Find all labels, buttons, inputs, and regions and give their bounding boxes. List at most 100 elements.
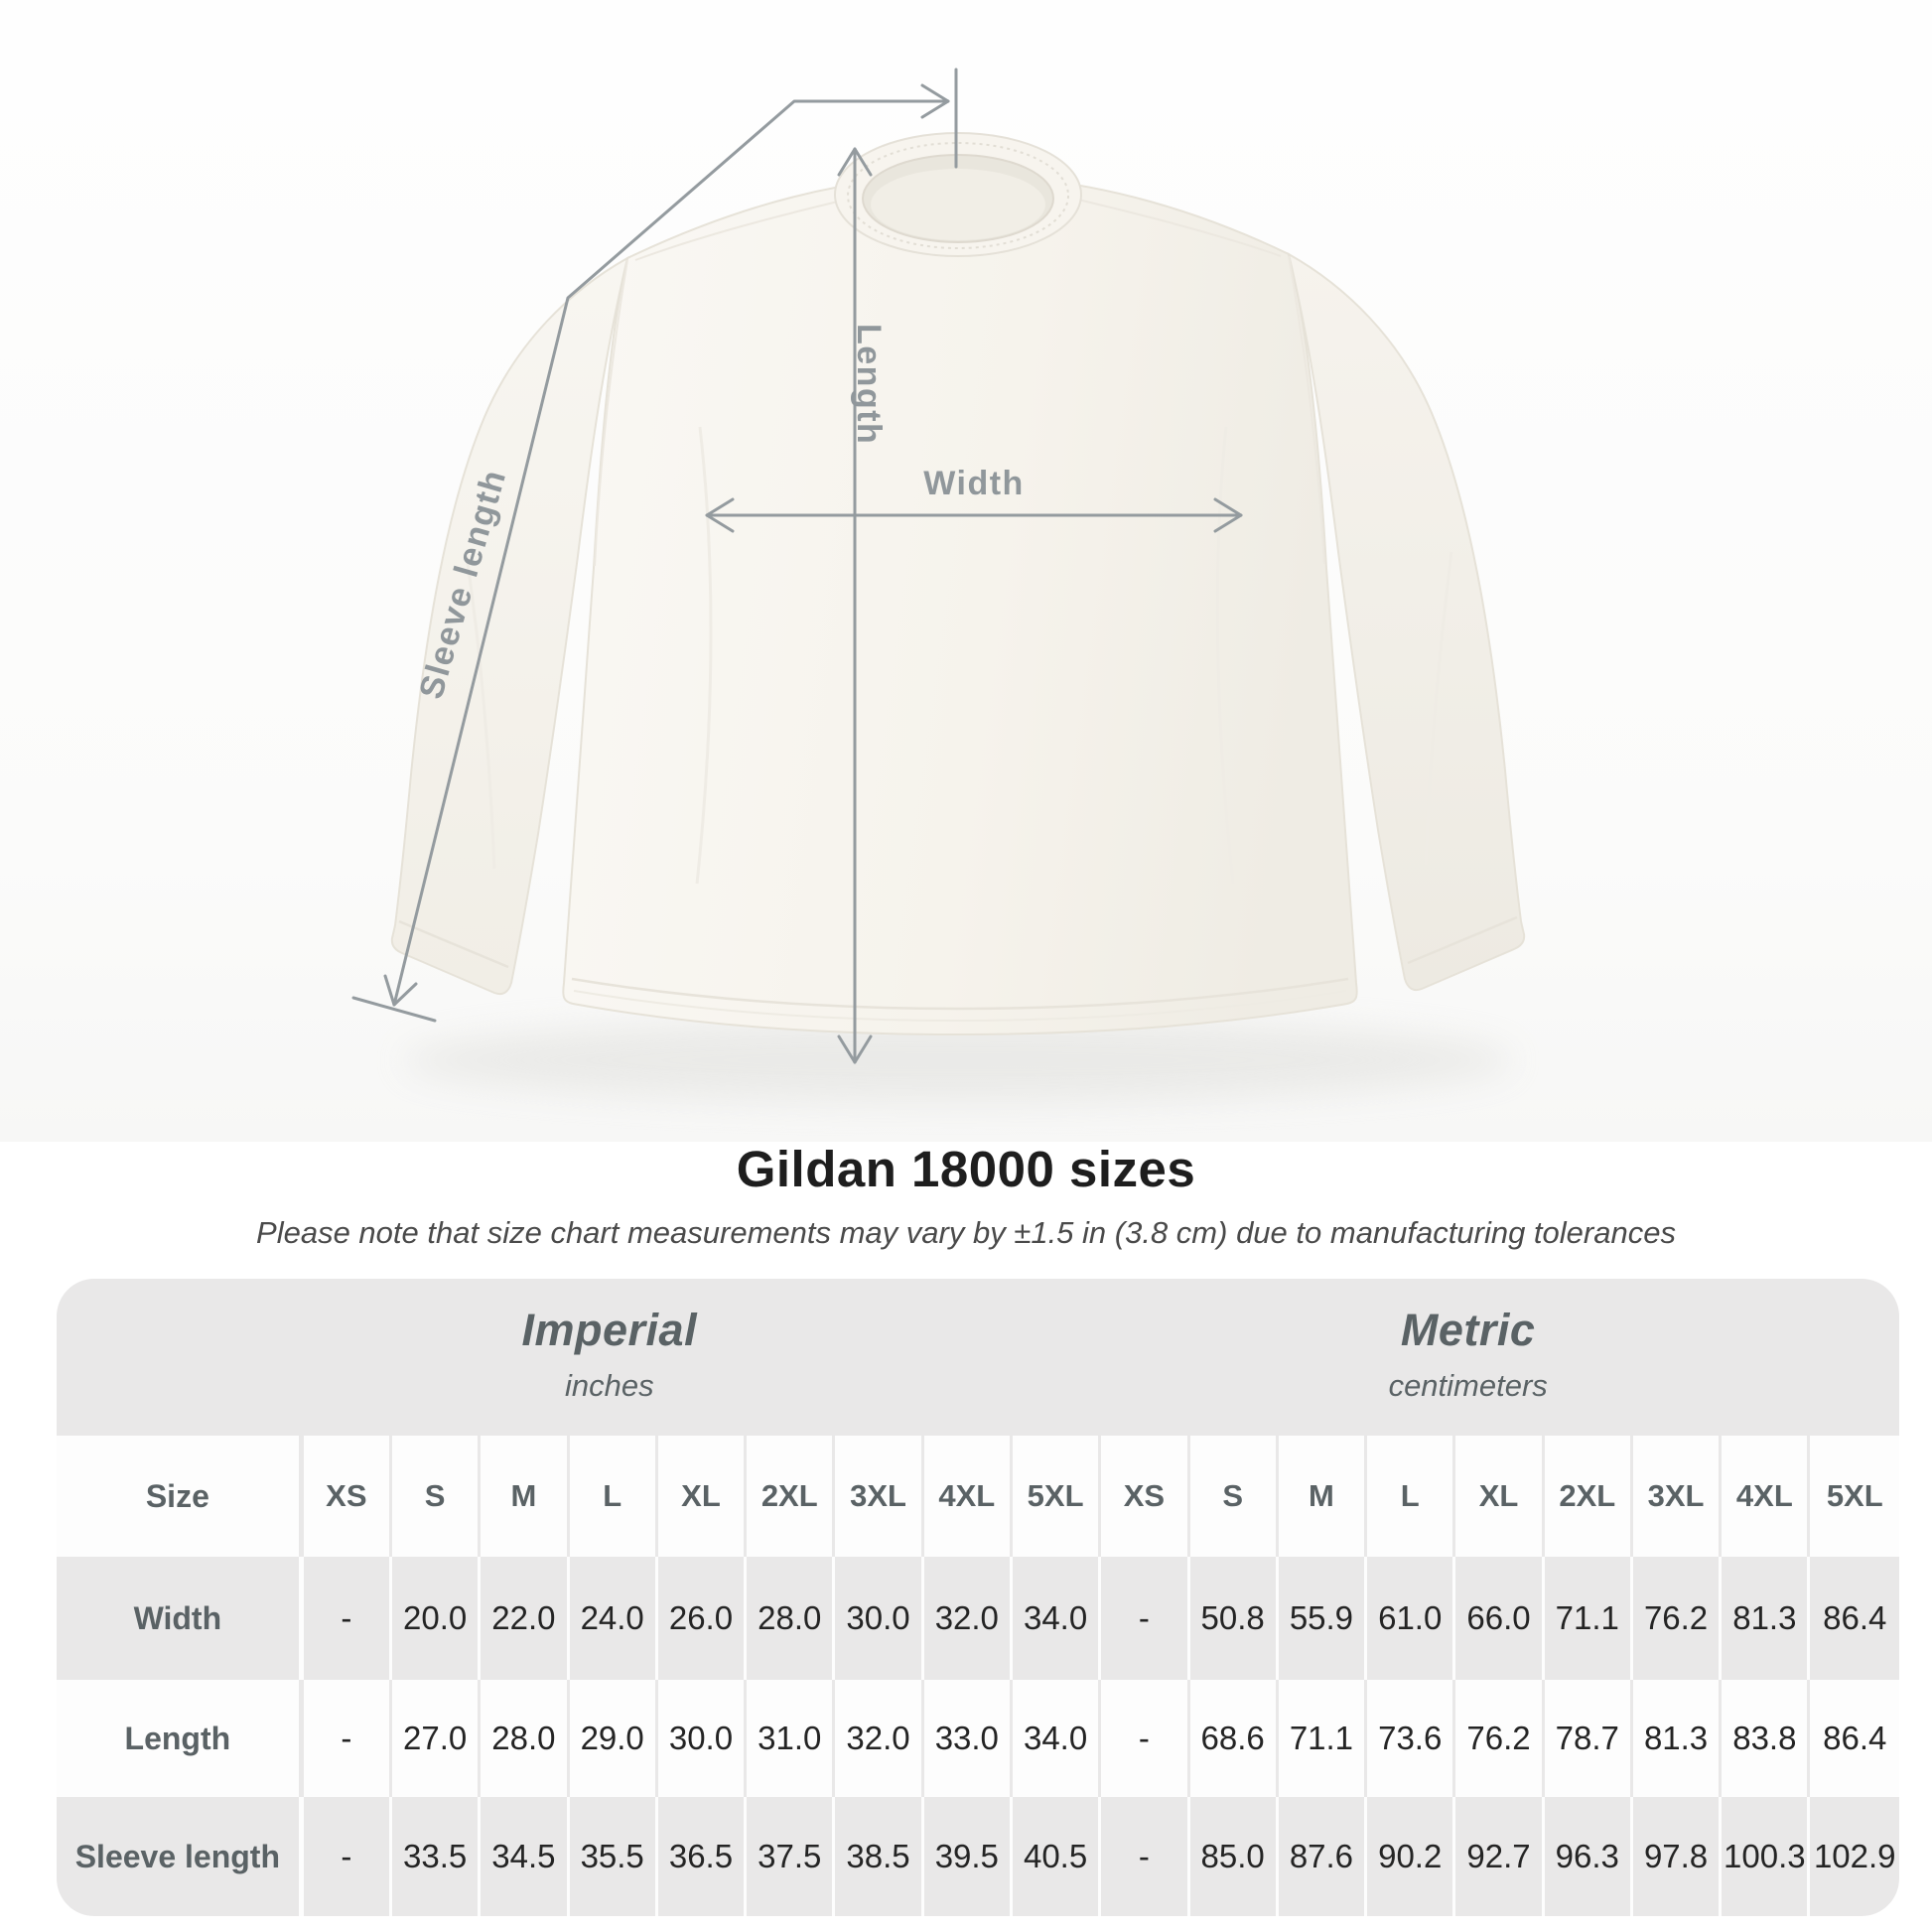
metric-unit: centimeters [1388,1368,1548,1403]
value-cell: 35.5 [569,1797,658,1916]
value-cell: 33.5 [391,1797,482,1916]
value-cell: 61.0 [1367,1557,1456,1680]
size-cell: XL [1455,1436,1545,1557]
value-cell: 71.1 [1544,1557,1633,1680]
row-label: Sleeve length [57,1797,304,1916]
value-cell: 22.0 [481,1557,570,1680]
waistband-seam-2 [573,990,1347,1023]
tolerance-note: Please note that size chart measurements… [256,1215,1676,1250]
size-cell: 2XL [1544,1436,1633,1557]
value-cell: - [303,1557,392,1680]
size-table-panel: Imperial inches Metric centimeters Size … [57,1279,1899,1916]
size-cell: XL [657,1436,748,1557]
size-cell: 5XL [1810,1436,1899,1557]
collar-back-panel [871,169,1045,240]
width-label: Width [923,465,1025,502]
size-cell: 3XL [835,1436,924,1557]
size-table: Size XS S M L XL 2XL 3XL 4XL 5XL XS S M … [57,1436,1899,1916]
value-cell: 34.0 [1012,1557,1102,1680]
value-cell: - [303,1680,392,1797]
value-cell: - [1101,1557,1190,1680]
size-column-header: Size [57,1436,304,1557]
width-row: Width - 20.0 22.0 24.0 26.0 28.0 30.0 32… [57,1557,1899,1680]
value-cell: 37.5 [747,1797,836,1916]
value-cell: 32.0 [923,1557,1013,1680]
value-cell: 33.0 [923,1680,1013,1797]
left-cuff-seam [398,919,509,969]
size-cell: 4XL [923,1436,1013,1557]
left-sleeve-crease [465,555,496,870]
left-shoulder-seam [634,200,843,261]
unit-band: Imperial inches Metric centimeters [57,1279,1899,1436]
value-cell: - [303,1797,392,1916]
collar-rib-seam [847,142,1069,249]
value-cell: 81.3 [1722,1557,1811,1680]
size-cell: 2XL [747,1436,836,1557]
length-label: Length [850,324,888,445]
size-cell: S [1189,1436,1279,1557]
value-cell: 34.5 [481,1797,570,1916]
value-cell: 76.2 [1632,1557,1723,1680]
size-header-row: Size XS S M L XL 2XL 3XL 4XL 5XL XS S M … [57,1436,1899,1557]
sweatshirt-right-sleeve [1287,252,1526,992]
metric-group: Metric centimeters [1151,1279,1786,1404]
value-cell: 83.8 [1722,1680,1811,1797]
length-row: Length - 27.0 28.0 29.0 30.0 31.0 32.0 3… [57,1680,1899,1797]
imperial-unit: inches [564,1368,654,1403]
measurement-lines [351,68,1243,1064]
value-cell: 29.0 [569,1680,658,1797]
value-cell: 81.3 [1632,1680,1723,1797]
size-cell: L [569,1436,658,1557]
cuff-end-tick [351,996,437,1023]
left-armhole-seam [594,259,628,567]
value-cell: 28.0 [481,1680,570,1797]
value-cell: 26.0 [657,1557,748,1680]
size-cell: S [391,1436,482,1557]
value-cell: 40.5 [1012,1797,1102,1916]
garment-shadow [402,1019,1514,1102]
value-cell: 100.3 [1722,1797,1811,1916]
size-cell: M [481,1436,570,1557]
value-cell: 27.0 [391,1680,482,1797]
size-cell: 3XL [1632,1436,1723,1557]
value-cell: 20.0 [391,1557,482,1680]
right-cuff-seam [1407,915,1518,965]
value-cell: 90.2 [1367,1797,1456,1916]
value-cell: 66.0 [1455,1557,1545,1680]
value-cell: 31.0 [747,1680,836,1797]
value-cell: 55.9 [1278,1557,1368,1680]
value-cell: 39.5 [923,1797,1013,1916]
sweatshirt-diagram: Length Width Sleeve length [0,0,1932,1142]
value-cell: 86.4 [1810,1680,1899,1797]
value-cell: - [1101,1680,1190,1797]
value-cell: - [1101,1797,1190,1916]
value-cell: 92.7 [1455,1797,1545,1916]
sweatshirt-left-sleeve [390,256,629,996]
value-cell: 50.8 [1189,1557,1279,1680]
size-cell: XS [303,1436,392,1557]
sleeve-length-row: Sleeve length - 33.5 34.5 35.5 36.5 37.5… [57,1797,1899,1916]
value-cell: 85.0 [1189,1797,1279,1916]
body-crease-right [1215,426,1235,885]
value-cell: 24.0 [569,1557,658,1680]
value-cell: 30.0 [835,1557,924,1680]
value-cell: 76.2 [1455,1680,1545,1797]
value-cell: 78.7 [1544,1680,1633,1797]
imperial-group: Imperial inches [292,1279,927,1404]
value-cell: 36.5 [657,1797,748,1916]
size-guide-figure: Length Width Sleeve length [0,0,1932,1142]
value-cell: 73.6 [1367,1680,1456,1797]
value-cell: 34.0 [1012,1680,1102,1797]
value-cell: 71.1 [1278,1680,1368,1797]
size-cell: XS [1101,1436,1190,1557]
size-cell: 5XL [1012,1436,1102,1557]
value-cell: 28.0 [747,1557,836,1680]
right-armhole-seam [1288,255,1325,565]
row-label: Length [57,1680,304,1797]
imperial-heading: Imperial [521,1305,698,1355]
value-cell: 96.3 [1544,1797,1633,1916]
value-cell: 38.5 [835,1797,924,1916]
value-cell: 32.0 [835,1680,924,1797]
value-cell: 86.4 [1810,1557,1899,1680]
page-title: Gildan 18000 sizes [736,1141,1196,1197]
